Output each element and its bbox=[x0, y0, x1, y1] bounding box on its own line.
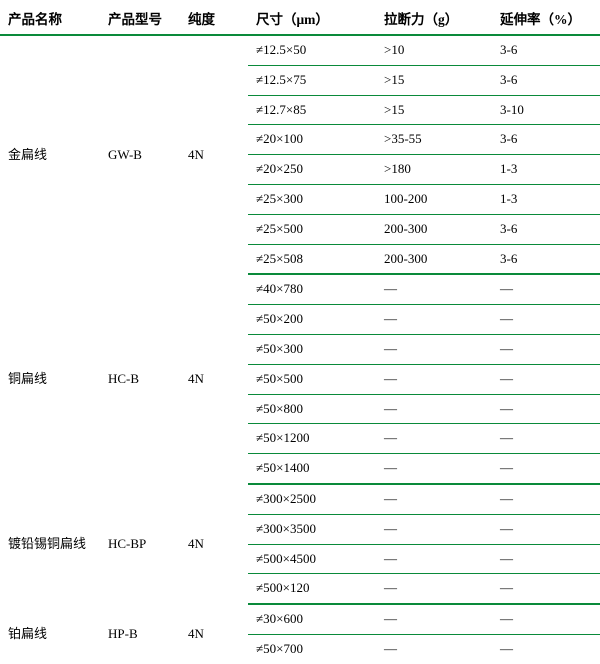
cell-dimension: ≠500×120 bbox=[248, 574, 376, 604]
cell-dimension: ≠50×200 bbox=[248, 305, 376, 335]
col-name: 产品名称 bbox=[0, 0, 100, 35]
cell-pull-force: 200-300 bbox=[376, 244, 492, 274]
cell-elongation: — bbox=[492, 274, 600, 304]
product-model: HC-BP bbox=[100, 484, 180, 604]
col-purity: 纯度 bbox=[180, 0, 248, 35]
cell-elongation: 3-6 bbox=[492, 65, 600, 95]
product-name: 镀铅锡铜扁线 bbox=[0, 484, 100, 604]
product-model: GW-B bbox=[100, 35, 180, 274]
cell-dimension: ≠50×1200 bbox=[248, 424, 376, 454]
cell-pull-force: >15 bbox=[376, 65, 492, 95]
cell-dimension: ≠12.7×85 bbox=[248, 95, 376, 125]
table-row: 金扁线GW-B4N≠12.5×50>103-6 bbox=[0, 35, 600, 65]
cell-dimension: ≠500×4500 bbox=[248, 544, 376, 574]
cell-pull-force: — bbox=[376, 484, 492, 514]
product-purity: 4N bbox=[180, 604, 248, 664]
cell-dimension: ≠12.5×75 bbox=[248, 65, 376, 95]
cell-pull-force: — bbox=[376, 274, 492, 304]
cell-elongation: — bbox=[492, 634, 600, 663]
cell-elongation: — bbox=[492, 394, 600, 424]
cell-dimension: ≠30×600 bbox=[248, 604, 376, 634]
cell-elongation: — bbox=[492, 484, 600, 514]
cell-pull-force: — bbox=[376, 394, 492, 424]
cell-elongation: 3-6 bbox=[492, 244, 600, 274]
cell-dimension: ≠25×500 bbox=[248, 214, 376, 244]
product-purity: 4N bbox=[180, 274, 248, 484]
table-row: 铜扁线HC-B4N≠40×780—— bbox=[0, 274, 600, 304]
product-purity: 4N bbox=[180, 484, 248, 604]
cell-pull-force: — bbox=[376, 514, 492, 544]
product-purity: 4N bbox=[180, 35, 248, 274]
cell-elongation: — bbox=[492, 604, 600, 634]
cell-dimension: ≠50×700 bbox=[248, 634, 376, 663]
cell-elongation: 3-10 bbox=[492, 95, 600, 125]
col-model: 产品型号 bbox=[100, 0, 180, 35]
cell-elongation: — bbox=[492, 454, 600, 484]
cell-elongation: — bbox=[492, 364, 600, 394]
cell-pull-force: — bbox=[376, 544, 492, 574]
cell-dimension: ≠20×250 bbox=[248, 155, 376, 185]
cell-pull-force: — bbox=[376, 574, 492, 604]
col-elong: 延伸率（%） bbox=[492, 0, 600, 35]
cell-dimension: ≠50×800 bbox=[248, 394, 376, 424]
cell-elongation: 3-6 bbox=[492, 214, 600, 244]
cell-dimension: ≠50×500 bbox=[248, 364, 376, 394]
product-name: 铜扁线 bbox=[0, 274, 100, 484]
cell-pull-force: 200-300 bbox=[376, 214, 492, 244]
cell-elongation: — bbox=[492, 334, 600, 364]
cell-elongation: 1-3 bbox=[492, 184, 600, 214]
table-row: 镀铅锡铜扁线HC-BP4N≠300×2500—— bbox=[0, 484, 600, 514]
table-row: 铂扁线HP-B4N≠30×600—— bbox=[0, 604, 600, 634]
cell-pull-force: — bbox=[376, 305, 492, 335]
cell-pull-force: — bbox=[376, 424, 492, 454]
product-name: 铂扁线 bbox=[0, 604, 100, 664]
cell-dimension: ≠300×2500 bbox=[248, 484, 376, 514]
cell-pull-force: >10 bbox=[376, 35, 492, 65]
cell-pull-force: — bbox=[376, 604, 492, 634]
cell-dimension: ≠40×780 bbox=[248, 274, 376, 304]
cell-pull-force: — bbox=[376, 334, 492, 364]
cell-pull-force: >15 bbox=[376, 95, 492, 125]
product-model: HP-B bbox=[100, 604, 180, 664]
cell-pull-force: 100-200 bbox=[376, 184, 492, 214]
cell-dimension: ≠50×1400 bbox=[248, 454, 376, 484]
cell-dimension: ≠25×300 bbox=[248, 184, 376, 214]
cell-dimension: ≠300×3500 bbox=[248, 514, 376, 544]
cell-elongation: — bbox=[492, 514, 600, 544]
cell-dimension: ≠50×300 bbox=[248, 334, 376, 364]
cell-pull-force: — bbox=[376, 454, 492, 484]
cell-elongation: 3-6 bbox=[492, 35, 600, 65]
cell-pull-force: >35-55 bbox=[376, 125, 492, 155]
cell-elongation: — bbox=[492, 544, 600, 574]
col-dim: 尺寸（μm） bbox=[248, 0, 376, 35]
cell-elongation: — bbox=[492, 305, 600, 335]
product-name: 金扁线 bbox=[0, 35, 100, 274]
header-row: 产品名称 产品型号 纯度 尺寸（μm） 拉断力（g） 延伸率（%） bbox=[0, 0, 600, 35]
cell-dimension: ≠12.5×50 bbox=[248, 35, 376, 65]
cell-pull-force: >180 bbox=[376, 155, 492, 185]
cell-elongation: — bbox=[492, 424, 600, 454]
cell-elongation: — bbox=[492, 574, 600, 604]
cell-elongation: 1-3 bbox=[492, 155, 600, 185]
cell-dimension: ≠25×508 bbox=[248, 244, 376, 274]
cell-elongation: 3-6 bbox=[492, 125, 600, 155]
cell-pull-force: — bbox=[376, 634, 492, 663]
cell-pull-force: — bbox=[376, 364, 492, 394]
col-pull: 拉断力（g） bbox=[376, 0, 492, 35]
cell-dimension: ≠20×100 bbox=[248, 125, 376, 155]
product-model: HC-B bbox=[100, 274, 180, 484]
spec-table: 产品名称 产品型号 纯度 尺寸（μm） 拉断力（g） 延伸率（%） 金扁线GW-… bbox=[0, 0, 600, 664]
